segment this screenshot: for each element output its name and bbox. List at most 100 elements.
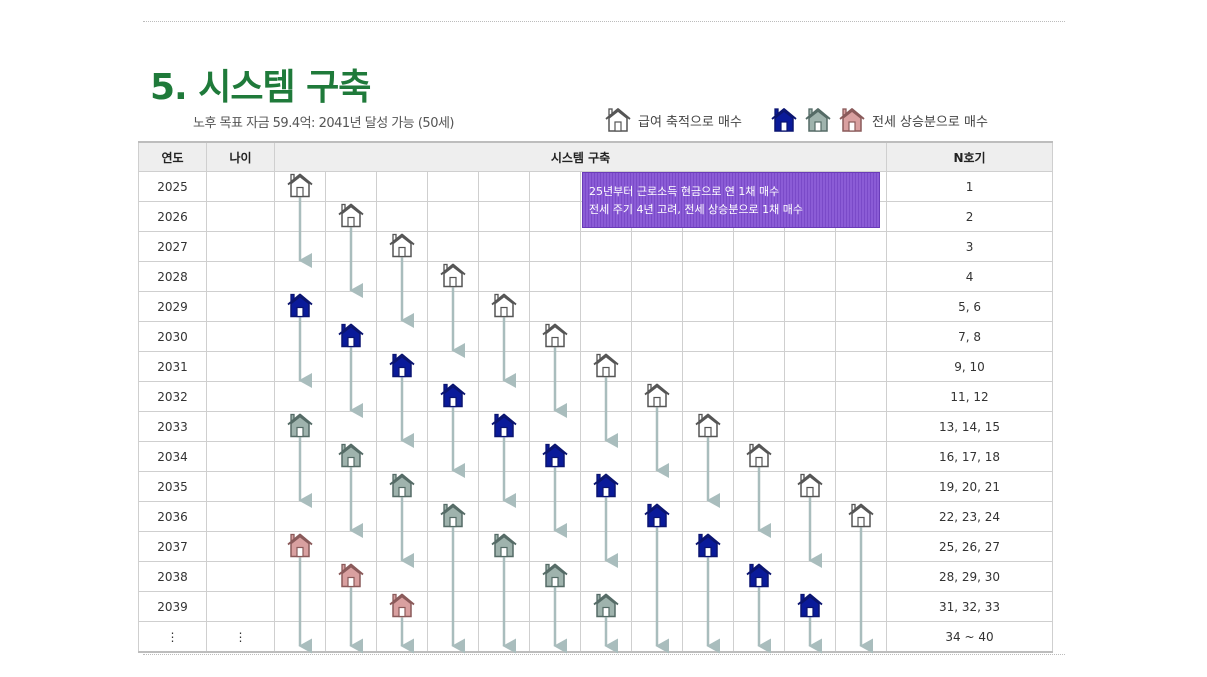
system-cell (427, 591, 479, 622)
system-cell (478, 621, 530, 653)
table-row: 2038 28, 29, 30 (138, 561, 1054, 592)
system-cell (834, 321, 888, 352)
system-cell (376, 381, 428, 412)
header-system: 시스템 구축 (273, 141, 888, 172)
table-row: 2027 3 (138, 231, 1054, 262)
system-cell (834, 411, 888, 442)
system-cell (733, 261, 785, 292)
legend-salary-label: 급여 축적으로 매수 (638, 114, 742, 130)
system-cell (274, 261, 326, 292)
system-cell (529, 351, 581, 382)
system-cell (733, 381, 785, 412)
system-cell (376, 171, 428, 202)
system-cell (376, 321, 428, 352)
system-cell (274, 231, 326, 262)
system-cell (733, 351, 785, 382)
table-row: 2029 5, 6 (138, 291, 1054, 322)
nth-cell: 7, 8 (886, 321, 1054, 352)
age-cell (206, 411, 275, 442)
system-cell (580, 381, 632, 412)
year-cell: 2039 (138, 591, 207, 622)
system-cell (682, 561, 734, 592)
nth-cell: 5, 6 (886, 291, 1054, 322)
system-cell (733, 501, 785, 532)
house-outline-icon (491, 293, 517, 318)
system-cell (631, 561, 683, 592)
system-cell (478, 261, 530, 292)
age-cell (206, 531, 275, 562)
system-cell (478, 441, 530, 472)
nth-cell: 19, 20, 21 (886, 471, 1054, 502)
system-cell (631, 261, 683, 292)
house-pink-icon (287, 533, 313, 558)
age-cell: ⋮ (206, 621, 275, 653)
system-cell (274, 321, 326, 352)
system-cell (427, 321, 479, 352)
system-cell (682, 261, 734, 292)
system-cell (427, 291, 479, 322)
system-cell (478, 351, 530, 382)
year-cell: 2035 (138, 471, 207, 502)
system-cell (631, 591, 683, 622)
house-pink-icon (389, 593, 415, 618)
table-row: 2030 7, 8 (138, 321, 1054, 352)
top-divider (143, 21, 1065, 22)
system-cell (325, 471, 377, 502)
year-cell: 2037 (138, 531, 207, 562)
system-cell (529, 261, 581, 292)
house-navy-icon (644, 503, 670, 528)
table-row: 2035 19, 20, 21 (138, 471, 1054, 502)
age-cell (206, 231, 275, 262)
system-cell (682, 471, 734, 502)
system-cell (580, 411, 632, 442)
system-cell (529, 621, 581, 653)
header-age: 나이 (206, 141, 275, 172)
system-cell (478, 501, 530, 532)
table-row: 2034 16, 17, 18 (138, 441, 1054, 472)
table-row: 2037 25, 26, 27 (138, 531, 1054, 562)
system-cell (784, 531, 836, 562)
age-cell (206, 351, 275, 382)
house-gray-icon (805, 108, 831, 132)
house-navy-icon (695, 533, 721, 558)
house-gray-icon (542, 563, 568, 588)
system-cell (834, 261, 888, 292)
year-cell: 2026 (138, 201, 207, 232)
system-cell (478, 321, 530, 352)
age-cell (206, 321, 275, 352)
house-outline-icon (593, 353, 619, 378)
system-cell (784, 411, 836, 442)
legend-deposit-label: 전세 상승분으로 매수 (872, 114, 988, 130)
table-row: 2031 9, 10 (138, 351, 1054, 382)
system-cell (682, 351, 734, 382)
system-cell (529, 471, 581, 502)
house-outline-icon (542, 323, 568, 348)
system-cell (529, 411, 581, 442)
system-cell (376, 441, 428, 472)
nth-cell: 13, 14, 15 (886, 411, 1054, 442)
page-subtitle: 노후 목표 자금 59.4억: 2041년 달성 가능 (50세) (193, 116, 455, 131)
house-outline-icon (797, 473, 823, 498)
system-cell (631, 411, 683, 442)
system-cell (733, 531, 785, 562)
system-cell (580, 501, 632, 532)
system-cell (784, 231, 836, 262)
system-cell (682, 501, 734, 532)
house-outline-icon (848, 503, 874, 528)
system-cell (631, 471, 683, 502)
system-cell (580, 561, 632, 592)
house-navy-icon (389, 353, 415, 378)
house-pink-icon (839, 108, 865, 132)
age-cell (206, 201, 275, 232)
system-cell (580, 231, 632, 262)
house-navy-icon (491, 413, 517, 438)
system-cell (682, 621, 734, 653)
house-navy-icon (593, 473, 619, 498)
year-cell: 2032 (138, 381, 207, 412)
system-cell (427, 231, 479, 262)
system-cell (376, 201, 428, 232)
system-cell (784, 501, 836, 532)
system-cell (478, 471, 530, 502)
page-title: 5. 시스템 구축 (150, 67, 371, 108)
system-cell (427, 171, 479, 202)
